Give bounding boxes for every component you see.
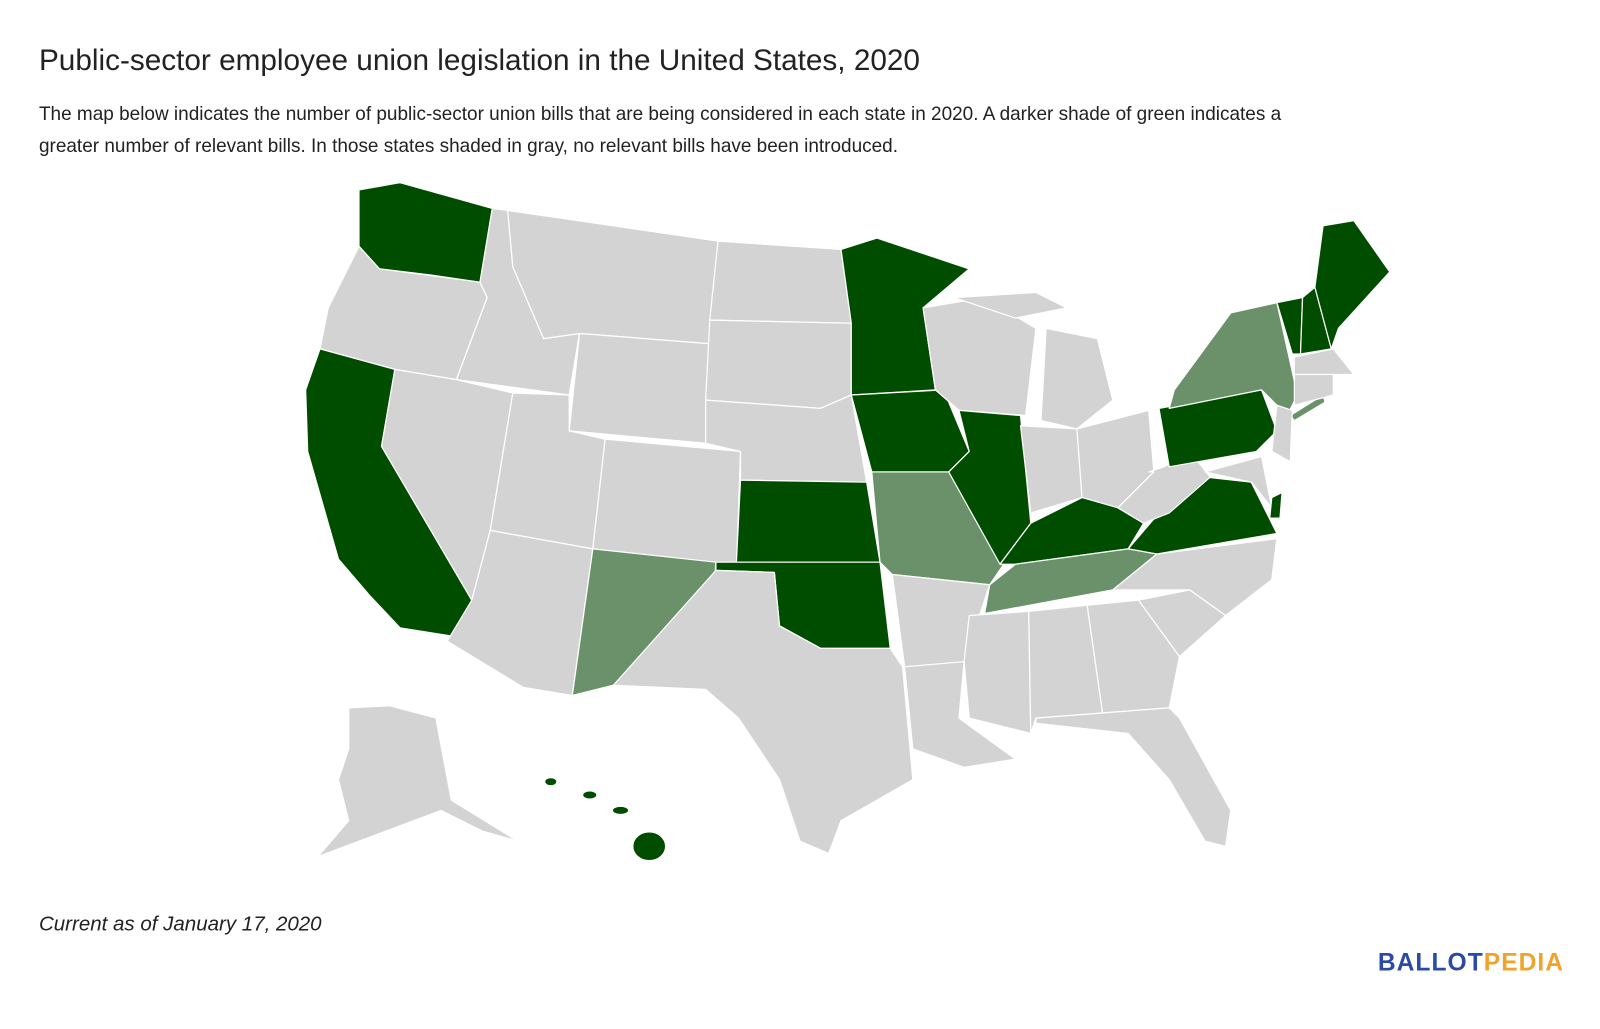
state	[611, 805, 630, 816]
state	[1168, 302, 1299, 417]
state	[1271, 404, 1293, 463]
subtitle-line: The map below indicates the number of pu…	[39, 104, 1282, 125]
title: Public-sector employee union legislation…	[39, 44, 920, 77]
state	[507, 209, 719, 345]
state	[1019, 425, 1083, 514]
state	[1086, 599, 1181, 714]
state	[592, 438, 742, 568]
subtitle-line: greater number of relevant bills. In tho…	[39, 136, 898, 157]
state	[317, 705, 519, 858]
state	[544, 776, 558, 787]
state	[705, 319, 852, 409]
brand-part: PEDIA	[1484, 949, 1564, 976]
state	[953, 291, 1068, 319]
footnote: Current as of January 17, 2020	[39, 912, 322, 935]
state	[1289, 394, 1326, 422]
state	[963, 610, 1032, 735]
state	[1293, 348, 1355, 376]
state	[1293, 373, 1334, 406]
state	[632, 831, 667, 862]
state	[581, 790, 598, 800]
state	[735, 479, 881, 563]
state	[1035, 707, 1232, 847]
state	[568, 332, 711, 444]
state	[612, 569, 914, 855]
brand-part: BALLOT	[1378, 949, 1484, 976]
state	[709, 240, 852, 324]
state	[1314, 220, 1391, 350]
us-map	[305, 182, 1391, 862]
state	[1040, 327, 1114, 430]
state	[1269, 491, 1283, 519]
brand-logo: BALLOTPEDIA	[1378, 949, 1564, 976]
state	[358, 182, 493, 283]
state	[1112, 537, 1278, 617]
